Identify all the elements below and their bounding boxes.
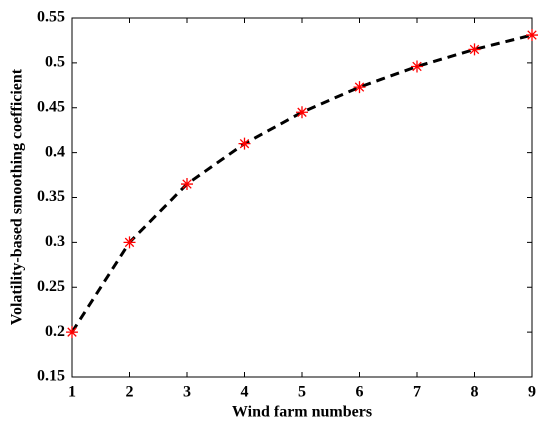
x-tick-label: 3 bbox=[183, 384, 191, 401]
x-axis-label: Wind farm numbers bbox=[232, 404, 372, 421]
data-marker bbox=[411, 60, 423, 73]
data-marker bbox=[526, 29, 538, 42]
y-tick-label: 0.25 bbox=[37, 278, 65, 295]
x-tick-label: 8 bbox=[471, 384, 479, 401]
x-tick-label: 4 bbox=[241, 384, 249, 401]
x-tick-label: 2 bbox=[126, 384, 134, 401]
y-tick-label: 0.3 bbox=[45, 233, 65, 250]
data-marker bbox=[66, 326, 78, 339]
y-tick-label: 0.35 bbox=[37, 188, 65, 205]
y-tick-label: 0.5 bbox=[45, 54, 65, 71]
y-tick-label: 0.15 bbox=[37, 368, 65, 385]
data-marker bbox=[353, 81, 366, 94]
y-tick-label: 0.45 bbox=[37, 98, 65, 115]
y-axis-label: Volatility-based smoothing coefficient bbox=[9, 68, 26, 325]
data-marker bbox=[238, 137, 251, 150]
x-tick-label: 7 bbox=[413, 384, 421, 401]
data-marker bbox=[123, 236, 136, 249]
x-tick-label: 6 bbox=[356, 384, 364, 401]
x-tick-label: 9 bbox=[528, 384, 536, 401]
y-tick-label: 0.55 bbox=[37, 9, 65, 26]
data-marker bbox=[181, 178, 193, 191]
x-tick-label: 5 bbox=[298, 384, 306, 401]
y-tick-label: 0.4 bbox=[45, 143, 65, 160]
data-line bbox=[70, 33, 533, 333]
data-marker bbox=[468, 43, 481, 56]
plot-frame bbox=[71, 17, 533, 378]
data-marker bbox=[296, 106, 308, 119]
x-tick-label: 1 bbox=[68, 384, 76, 401]
y-tick-label: 0.2 bbox=[45, 323, 65, 340]
